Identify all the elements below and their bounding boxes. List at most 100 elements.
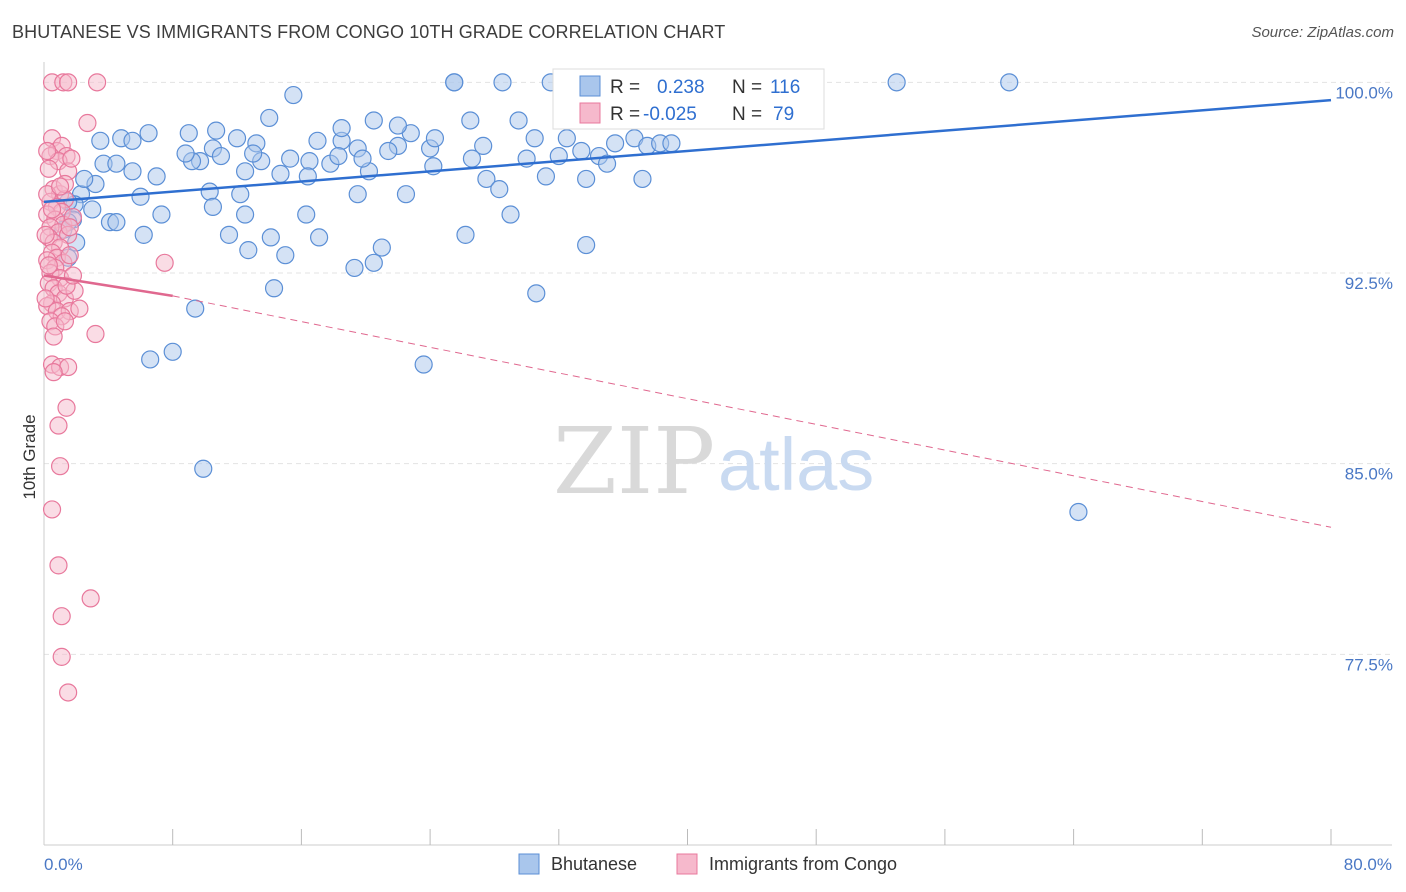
congo-point	[52, 647, 71, 666]
bhutanese-point	[597, 154, 617, 173]
bhutanese-point	[297, 205, 316, 224]
congo-point	[59, 683, 78, 702]
bhutanese-point	[83, 200, 102, 219]
congo-point	[60, 218, 79, 237]
x-tick-labels: 0.0% 80.0%	[44, 855, 1392, 874]
bhutanese-point	[261, 228, 280, 247]
bhutanese-point	[176, 144, 195, 163]
congo-point	[87, 73, 107, 92]
bhutanese-point	[662, 134, 681, 153]
congo-point	[49, 556, 68, 575]
y-tick-label: 100.0%	[1335, 83, 1393, 102]
bhutanese-point	[186, 299, 205, 318]
congo-point	[57, 398, 76, 417]
bhutanese-point	[490, 180, 509, 199]
y-tick-label: 77.5%	[1345, 655, 1393, 674]
congo-point	[86, 324, 105, 344]
stat-legend-r-value-bhutanese: 0.238	[657, 77, 705, 98]
bhutanese-point	[396, 185, 416, 204]
stat-legend-swatch-congo	[579, 102, 601, 124]
bhutanese-point	[200, 182, 219, 201]
x-tick-label-max: 80.0%	[1344, 855, 1392, 874]
congo-point	[60, 246, 79, 265]
bhutanese-point	[264, 279, 284, 298]
bhutanese-point	[577, 169, 596, 189]
y-axis-label: 10th Grade	[20, 414, 39, 499]
bhutanese-point	[284, 85, 303, 105]
watermark-zip: ZIP	[553, 408, 715, 515]
bhutanese-point	[493, 73, 512, 92]
bhutanese-point	[75, 169, 94, 189]
bhutanese-point	[123, 131, 142, 150]
congo-point	[38, 141, 57, 161]
stat-legend-n-label-bhutanese: N =	[732, 77, 762, 98]
chart-title: BHUTANESE VS IMMIGRANTS FROM CONGO 10TH …	[12, 22, 726, 42]
congo-point	[70, 299, 89, 318]
trend-lines	[43, 98, 1332, 528]
x-tick-label-min: 0.0%	[44, 855, 83, 874]
stat-legend-n-value-bhutanese: 116	[770, 77, 800, 98]
bhutanese-point	[134, 225, 153, 244]
congo-point	[44, 363, 63, 382]
stat-legend-swatch-bhutanese	[579, 75, 601, 97]
bhutanese-point	[477, 169, 496, 189]
bhutanese-point	[203, 197, 223, 217]
stat-legend: R = 0.238 N = 116 R = -0.025 N = 79	[552, 68, 825, 130]
bhutanese-point	[123, 162, 142, 181]
bhutanese-point	[235, 205, 255, 224]
bhutanese-point	[379, 141, 398, 161]
congo-point	[39, 256, 58, 275]
bhutanese-point	[329, 146, 348, 166]
bhutanese-point	[308, 131, 327, 150]
bhutanese-point	[227, 129, 247, 148]
bhutanese-points	[54, 73, 1088, 522]
bhutanese-point	[107, 154, 126, 173]
congo-point	[78, 113, 97, 133]
bhutanese-point	[364, 253, 383, 272]
y-tick-label: 85.0%	[1345, 465, 1393, 484]
bhutanese-point	[91, 131, 110, 150]
stat-legend-n-label-congo: N =	[732, 104, 762, 125]
bhutanese-point	[300, 152, 319, 171]
watermark: ZIP atlas	[553, 408, 874, 515]
bhutanese-point	[572, 141, 591, 161]
watermark-atlas: atlas	[718, 423, 874, 506]
bhutanese-point	[139, 124, 158, 143]
bhutanese-point	[131, 187, 150, 206]
bhutanese-point	[557, 129, 576, 148]
legend-swatch-bhutanese	[518, 853, 540, 875]
congo-point	[52, 607, 71, 626]
bhutanese-point	[388, 116, 408, 135]
congo-point	[36, 225, 55, 244]
bhutanese-point	[353, 149, 372, 168]
bhutanese-point	[332, 118, 351, 138]
bhutanese-point	[887, 73, 906, 92]
bhutanese-point	[276, 246, 295, 265]
congo-trend-line-extension	[172, 295, 1332, 528]
bhutanese-point	[179, 124, 198, 143]
congo-point	[42, 500, 62, 519]
bhutanese-point	[271, 164, 290, 183]
bhutanese-point	[348, 185, 367, 204]
bhutanese-point	[107, 213, 126, 232]
congo-point	[42, 200, 62, 219]
congo-point	[81, 589, 100, 608]
bhutanese-point	[235, 162, 255, 181]
bhutanese-point	[527, 284, 546, 303]
congo-point	[50, 457, 70, 476]
y-tick-labels: 100.0% 92.5% 85.0% 77.5%	[1335, 83, 1393, 674]
stat-legend-r-label-congo: R =	[610, 104, 640, 125]
bhutanese-point	[309, 228, 329, 247]
congo-point	[36, 289, 55, 308]
congo-trend-line	[43, 274, 173, 298]
stat-legend-r-label-bhutanese: R =	[610, 77, 640, 98]
bhutanese-point	[462, 149, 482, 168]
bhutanese-point	[456, 225, 475, 244]
congo-point	[49, 416, 68, 435]
congo-points	[36, 73, 174, 702]
bhutanese-point	[147, 167, 166, 186]
congo-point	[50, 177, 70, 196]
bhutanese-point	[606, 134, 625, 153]
bhutanese-point	[1000, 73, 1019, 92]
